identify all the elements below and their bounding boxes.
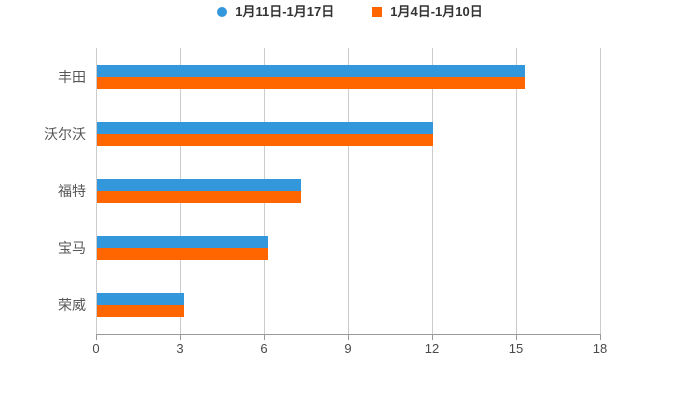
- x-axis-tick-label: 18: [592, 341, 608, 356]
- x-axis-tick: [600, 334, 601, 340]
- y-axis-category-label: 福特: [58, 183, 86, 199]
- gridline: [432, 48, 433, 334]
- x-axis-tick: [96, 334, 97, 340]
- x-axis-tick-label: 0: [92, 341, 100, 356]
- bar-row4-series1[interactable]: [97, 305, 184, 318]
- bar-row4-series0[interactable]: [97, 293, 184, 306]
- x-axis-tick-label: 9: [344, 341, 352, 356]
- gridline: [600, 48, 601, 334]
- legend-label: 1月4日-1月10日: [390, 4, 483, 19]
- bar-row2-series0[interactable]: [97, 179, 302, 191]
- gridline: [516, 48, 517, 334]
- square-marker-icon: [372, 6, 383, 17]
- x-axis-tick-label: 15: [508, 341, 524, 356]
- legend-item-jan4-jan10[interactable]: 1月4日-1月10日: [372, 4, 483, 19]
- bar-row1-series0[interactable]: [97, 121, 433, 134]
- circle-marker-icon: [217, 6, 228, 17]
- y-axis-category-label: 丰田: [58, 68, 86, 85]
- bar-row3-series1[interactable]: [97, 248, 268, 261]
- legend-item-jan11-jan17[interactable]: 1月11日-1月17日: [217, 5, 334, 18]
- legend-label: 1月11日-1月17日: [235, 4, 335, 19]
- bar-row0-series0[interactable]: [97, 64, 526, 77]
- gridline: [348, 48, 349, 334]
- chart-legend: 1月11日-1月17日 1月4日-1月10日: [0, 5, 700, 18]
- y-axis-line: [96, 48, 97, 334]
- x-axis-tick: [348, 334, 349, 340]
- bar-row2-series1[interactable]: [97, 191, 302, 203]
- y-axis-category-label: 沃尔沃: [44, 125, 86, 142]
- x-axis-tick: [516, 334, 517, 340]
- bar-row1-series1[interactable]: [97, 133, 433, 146]
- bar-row3-series0[interactable]: [97, 236, 268, 249]
- x-axis-tick: [432, 334, 433, 340]
- x-axis-tick-label: 6: [260, 341, 268, 356]
- bar-row0-series1[interactable]: [97, 76, 526, 89]
- x-axis-tick: [264, 334, 265, 340]
- y-axis-category-label: 宝马: [58, 240, 86, 257]
- x-axis-tick-label: 3: [176, 341, 184, 356]
- y-axis-category-label: 荣威: [58, 297, 86, 314]
- x-axis-tick: [180, 334, 181, 340]
- x-axis-tick-label: 12: [424, 341, 440, 356]
